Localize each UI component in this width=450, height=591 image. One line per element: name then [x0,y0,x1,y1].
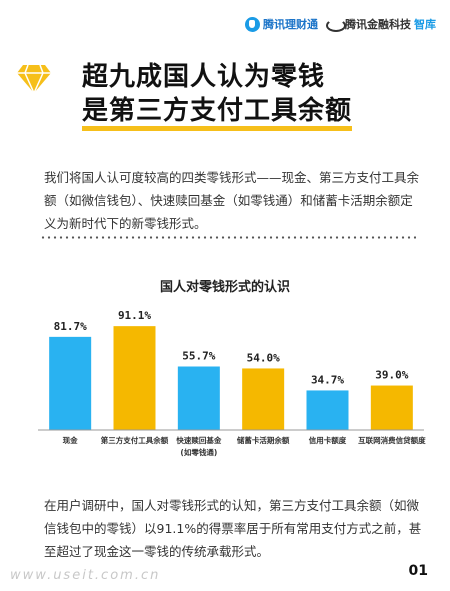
page-header: 超九成国人认为零钱 是第三方支付工具余额 [16,60,353,131]
diamond-icon [17,64,51,94]
bar [49,336,92,430]
category-label: 快速赎回基金 [176,435,221,445]
bar [113,326,156,430]
summary-paragraph: 在用户调研中，国人对零钱形式的认知，第三方支付工具余额（如微信钱包中的零钱）以9… [44,498,422,559]
watermark: www.useit.com.cn [10,568,161,583]
intro-paragraph: 我们将国人认可度较高的四类零钱形式——现金、第三方支付工具余额（如微信钱包）、快… [44,170,420,231]
bar-value-label: 34.7% [311,373,344,386]
bar-chart: 81.7% 现金 91.1% 第三方支付工具余额 55.7% 快速赎回基金 (如零钱通) 54… [38,309,426,457]
logo2-accent: 智库 [414,18,436,31]
bar [177,366,220,430]
dotted-divider [40,236,416,239]
logo2-text: 腾讯金融科技 [345,18,411,31]
title-block: 超九成国人认为零钱 是第三方支付工具余额 [82,60,353,131]
bar-value-label: 91.1% [118,309,151,322]
category-label: 储蓄卡活期余额 [237,435,290,445]
bar-value-label: 39.0% [375,369,408,382]
arc-icon [326,17,346,32]
bar-value-label: 55.7% [182,350,215,363]
bar-value-label: 54.0% [247,351,280,364]
chart-title: 国人对零钱形式的认识 [159,280,290,295]
category-label: 现金 [63,435,78,445]
drop-icon [245,16,260,32]
bar [370,385,413,430]
bar [242,368,285,430]
tencent-fintech-logo: 腾讯金融科技 智库 [326,16,436,32]
bar-value-label: 81.7% [54,320,87,333]
brand-logos: 腾讯理财通 腾讯金融科技 智库 [245,16,436,32]
category-label: 第三方支付工具余额 [101,435,169,445]
page-title-line1: 超九成国人认为零钱 [82,62,326,92]
logo1-text: 腾讯理财通 [263,18,318,31]
bar [306,390,349,430]
category-label: (如零钱通) [180,447,217,457]
category-label: 互联网消费信贷额度 [358,435,426,445]
category-label: 信用卡额度 [309,435,347,445]
page-number: 01 [408,563,428,579]
tencent-licaitong-logo: 腾讯理财通 [245,16,318,32]
page-title-line2: 是第三方支付工具余额 [82,96,353,131]
